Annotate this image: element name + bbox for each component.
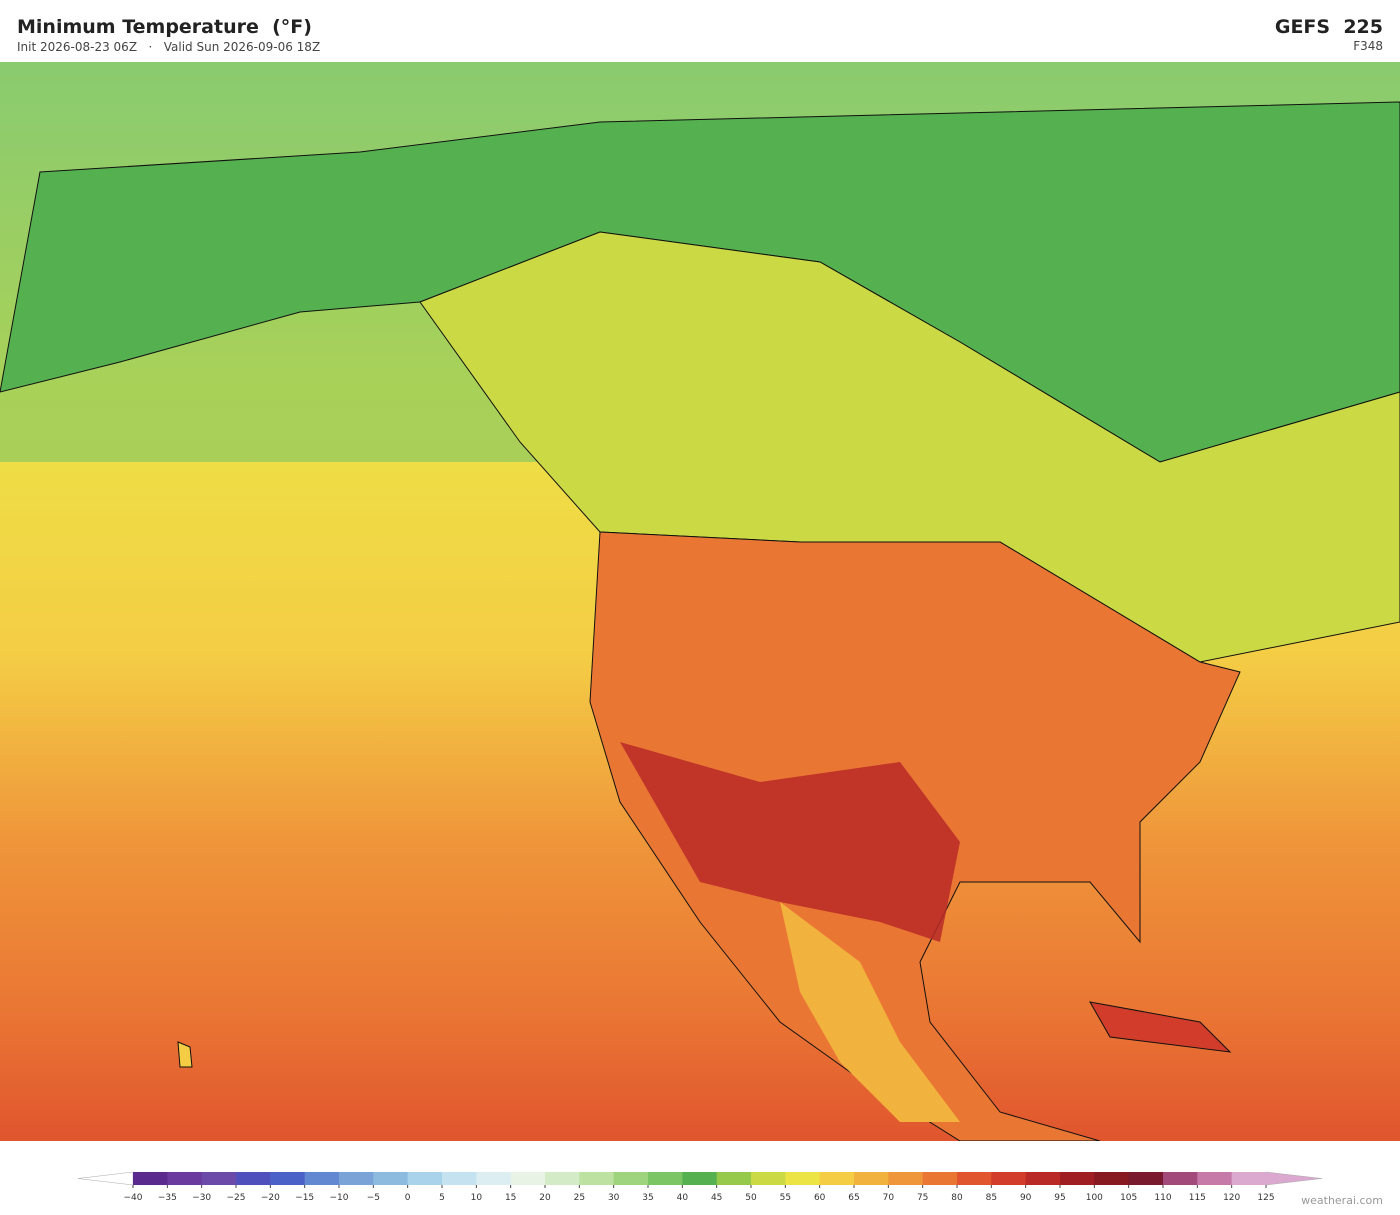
tick-label: 80 bbox=[951, 1193, 963, 1203]
colorbar-segment bbox=[888, 1172, 924, 1185]
mexico-highlands bbox=[780, 902, 960, 1122]
colorbar-segment bbox=[304, 1172, 340, 1185]
colorbar-segment bbox=[819, 1172, 855, 1185]
colorbar-segment bbox=[1128, 1172, 1164, 1185]
tick-label: 20 bbox=[539, 1193, 551, 1203]
colorbar-segment bbox=[579, 1172, 615, 1185]
title: Minimum Temperature (°F) bbox=[17, 16, 312, 38]
subtitle: Init 2026-08-23 06Z · Valid Sun 2026-09-… bbox=[17, 40, 321, 54]
cuba bbox=[1089, 1001, 1232, 1053]
tick-label: 30 bbox=[608, 1193, 620, 1203]
tick-label: 85 bbox=[986, 1193, 997, 1203]
tick-label: 50 bbox=[745, 1193, 757, 1203]
colorbar-segment bbox=[236, 1172, 271, 1185]
colorbar-segment bbox=[1231, 1172, 1267, 1185]
tick-label: 45 bbox=[711, 1193, 722, 1203]
colorbar-segment bbox=[1163, 1172, 1198, 1185]
tick-label: 55 bbox=[780, 1193, 791, 1203]
hot-region bbox=[620, 742, 960, 942]
colorbar-segment bbox=[613, 1172, 649, 1185]
forecast-hour: F348 bbox=[1353, 39, 1383, 53]
tick-label: −20 bbox=[261, 1193, 280, 1203]
tick-label: 115 bbox=[1189, 1193, 1206, 1203]
colorbar-segment bbox=[957, 1172, 992, 1185]
tick-label: −35 bbox=[158, 1193, 177, 1203]
colorbar-segment bbox=[991, 1172, 1027, 1185]
colorbar-segment bbox=[785, 1172, 821, 1185]
tick-label: 110 bbox=[1154, 1193, 1171, 1203]
colorbar-segment bbox=[545, 1172, 580, 1185]
watermark: weatherai.com bbox=[1301, 1194, 1383, 1207]
hawaii bbox=[177, 1041, 193, 1068]
colorbar-segment bbox=[922, 1172, 958, 1185]
colorbar-segment bbox=[510, 1172, 546, 1185]
tick-label: 5 bbox=[439, 1193, 445, 1203]
tick-label: 25 bbox=[574, 1193, 585, 1203]
colorbar-segment bbox=[442, 1172, 477, 1185]
tick-label: 70 bbox=[883, 1193, 895, 1203]
tick-label: −5 bbox=[367, 1193, 380, 1203]
tick-label: 105 bbox=[1120, 1193, 1137, 1203]
tick-label: 120 bbox=[1223, 1193, 1240, 1203]
colorbar-segment bbox=[751, 1172, 786, 1185]
colorbar-segment bbox=[407, 1172, 443, 1185]
colorbar-under bbox=[77, 1171, 134, 1186]
model: GEFS 225 bbox=[1274, 16, 1383, 38]
tick-label: 125 bbox=[1257, 1193, 1274, 1203]
tick-label: 75 bbox=[917, 1193, 928, 1203]
map bbox=[0, 62, 1400, 1141]
tick-label: −30 bbox=[192, 1193, 211, 1203]
colorbar-segment bbox=[716, 1172, 752, 1185]
tick-label: 10 bbox=[471, 1193, 483, 1203]
colorbar-segment bbox=[167, 1172, 203, 1185]
tick-label: −40 bbox=[124, 1193, 143, 1203]
tick-label: 65 bbox=[848, 1193, 859, 1203]
tick-label: −25 bbox=[227, 1193, 246, 1203]
colorbar-segment bbox=[1060, 1172, 1095, 1185]
tick-label: 95 bbox=[1054, 1193, 1065, 1203]
colorbar-segment bbox=[270, 1172, 306, 1185]
colorbar-segment bbox=[476, 1172, 512, 1185]
colorbar-segment bbox=[1197, 1172, 1233, 1185]
colorbar: −40 −35 −30 −25 −20 −15 −10 −5 0 5 10 15 20 25 30 35 40 4… bbox=[77, 1171, 1323, 1203]
tick-label: 15 bbox=[505, 1193, 516, 1203]
tick-label: 90 bbox=[1020, 1193, 1032, 1203]
tick-label: 35 bbox=[642, 1193, 653, 1203]
colorbar-segment bbox=[133, 1172, 168, 1185]
tick-label: 100 bbox=[1086, 1193, 1103, 1203]
colorbar-over bbox=[1265, 1171, 1323, 1186]
colorbar-segment bbox=[201, 1172, 237, 1185]
colorbar-segment bbox=[648, 1172, 683, 1185]
tick-label: 0 bbox=[405, 1193, 411, 1203]
colorbar-segment bbox=[339, 1172, 374, 1185]
colorbar-segment bbox=[1094, 1172, 1130, 1185]
tick-label: −10 bbox=[330, 1193, 349, 1203]
tick-label: 60 bbox=[814, 1193, 826, 1203]
colorbar-segment bbox=[854, 1172, 889, 1185]
tick-label: −15 bbox=[295, 1193, 314, 1203]
tick-label: 40 bbox=[677, 1193, 689, 1203]
colorbar-segment bbox=[1025, 1172, 1061, 1185]
colorbar-segment bbox=[682, 1172, 718, 1185]
colorbar-segment bbox=[373, 1172, 409, 1185]
